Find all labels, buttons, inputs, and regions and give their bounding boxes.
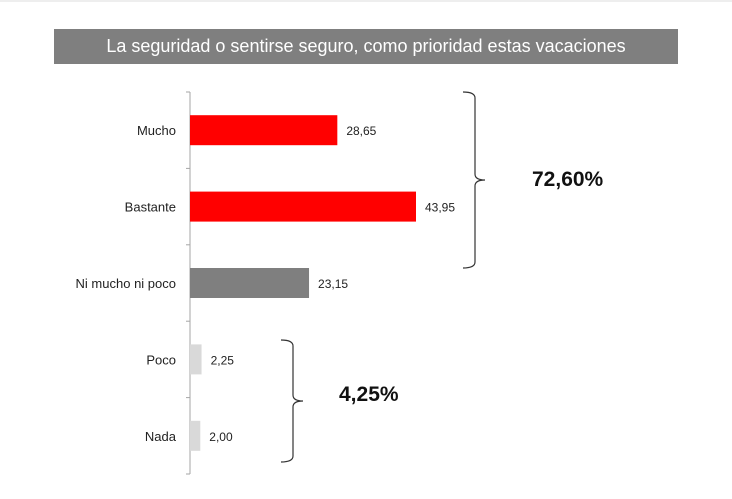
bar-poco: [190, 344, 202, 375]
category-label-ni-mucho-ni-poco: Ni mucho ni poco: [76, 276, 176, 291]
bars-layer: [186, 91, 416, 475]
category-label-poco: Poco: [146, 352, 176, 367]
bar-mucho: [190, 115, 338, 146]
bar-bastante: [190, 191, 416, 222]
labels-layer: Mucho 28,65 Bastante 43,95 Ni mucho ni poco 2…: [76, 123, 456, 444]
category-label-bastante: Bastante: [125, 200, 176, 215]
group-bracket-2: [280, 339, 304, 463]
value-label-bastante: 43,95: [425, 201, 455, 215]
category-label-nada: Nada: [145, 429, 177, 444]
value-label-mucho: 28,65: [346, 124, 376, 138]
bar-nada: [190, 420, 201, 451]
top-rule: [0, 0, 732, 2]
chart-title: La seguridad o sentirse seguro, como pri…: [54, 29, 678, 64]
category-label-mucho: Mucho: [137, 123, 176, 138]
group-bracket-1: [462, 91, 486, 269]
value-label-poco: 2,25: [211, 353, 235, 367]
bar-ni-mucho-ni-poco: [190, 268, 310, 298]
value-label-nada: 2,00: [209, 430, 233, 444]
group-total-label-2: 4,25%: [339, 383, 399, 406]
group-total-label-1: 72,60%: [532, 168, 604, 191]
brackets-layer: 72,60% 4,25%: [280, 91, 604, 463]
value-label-ni-mucho-ni-poco: 23,15: [318, 277, 348, 291]
